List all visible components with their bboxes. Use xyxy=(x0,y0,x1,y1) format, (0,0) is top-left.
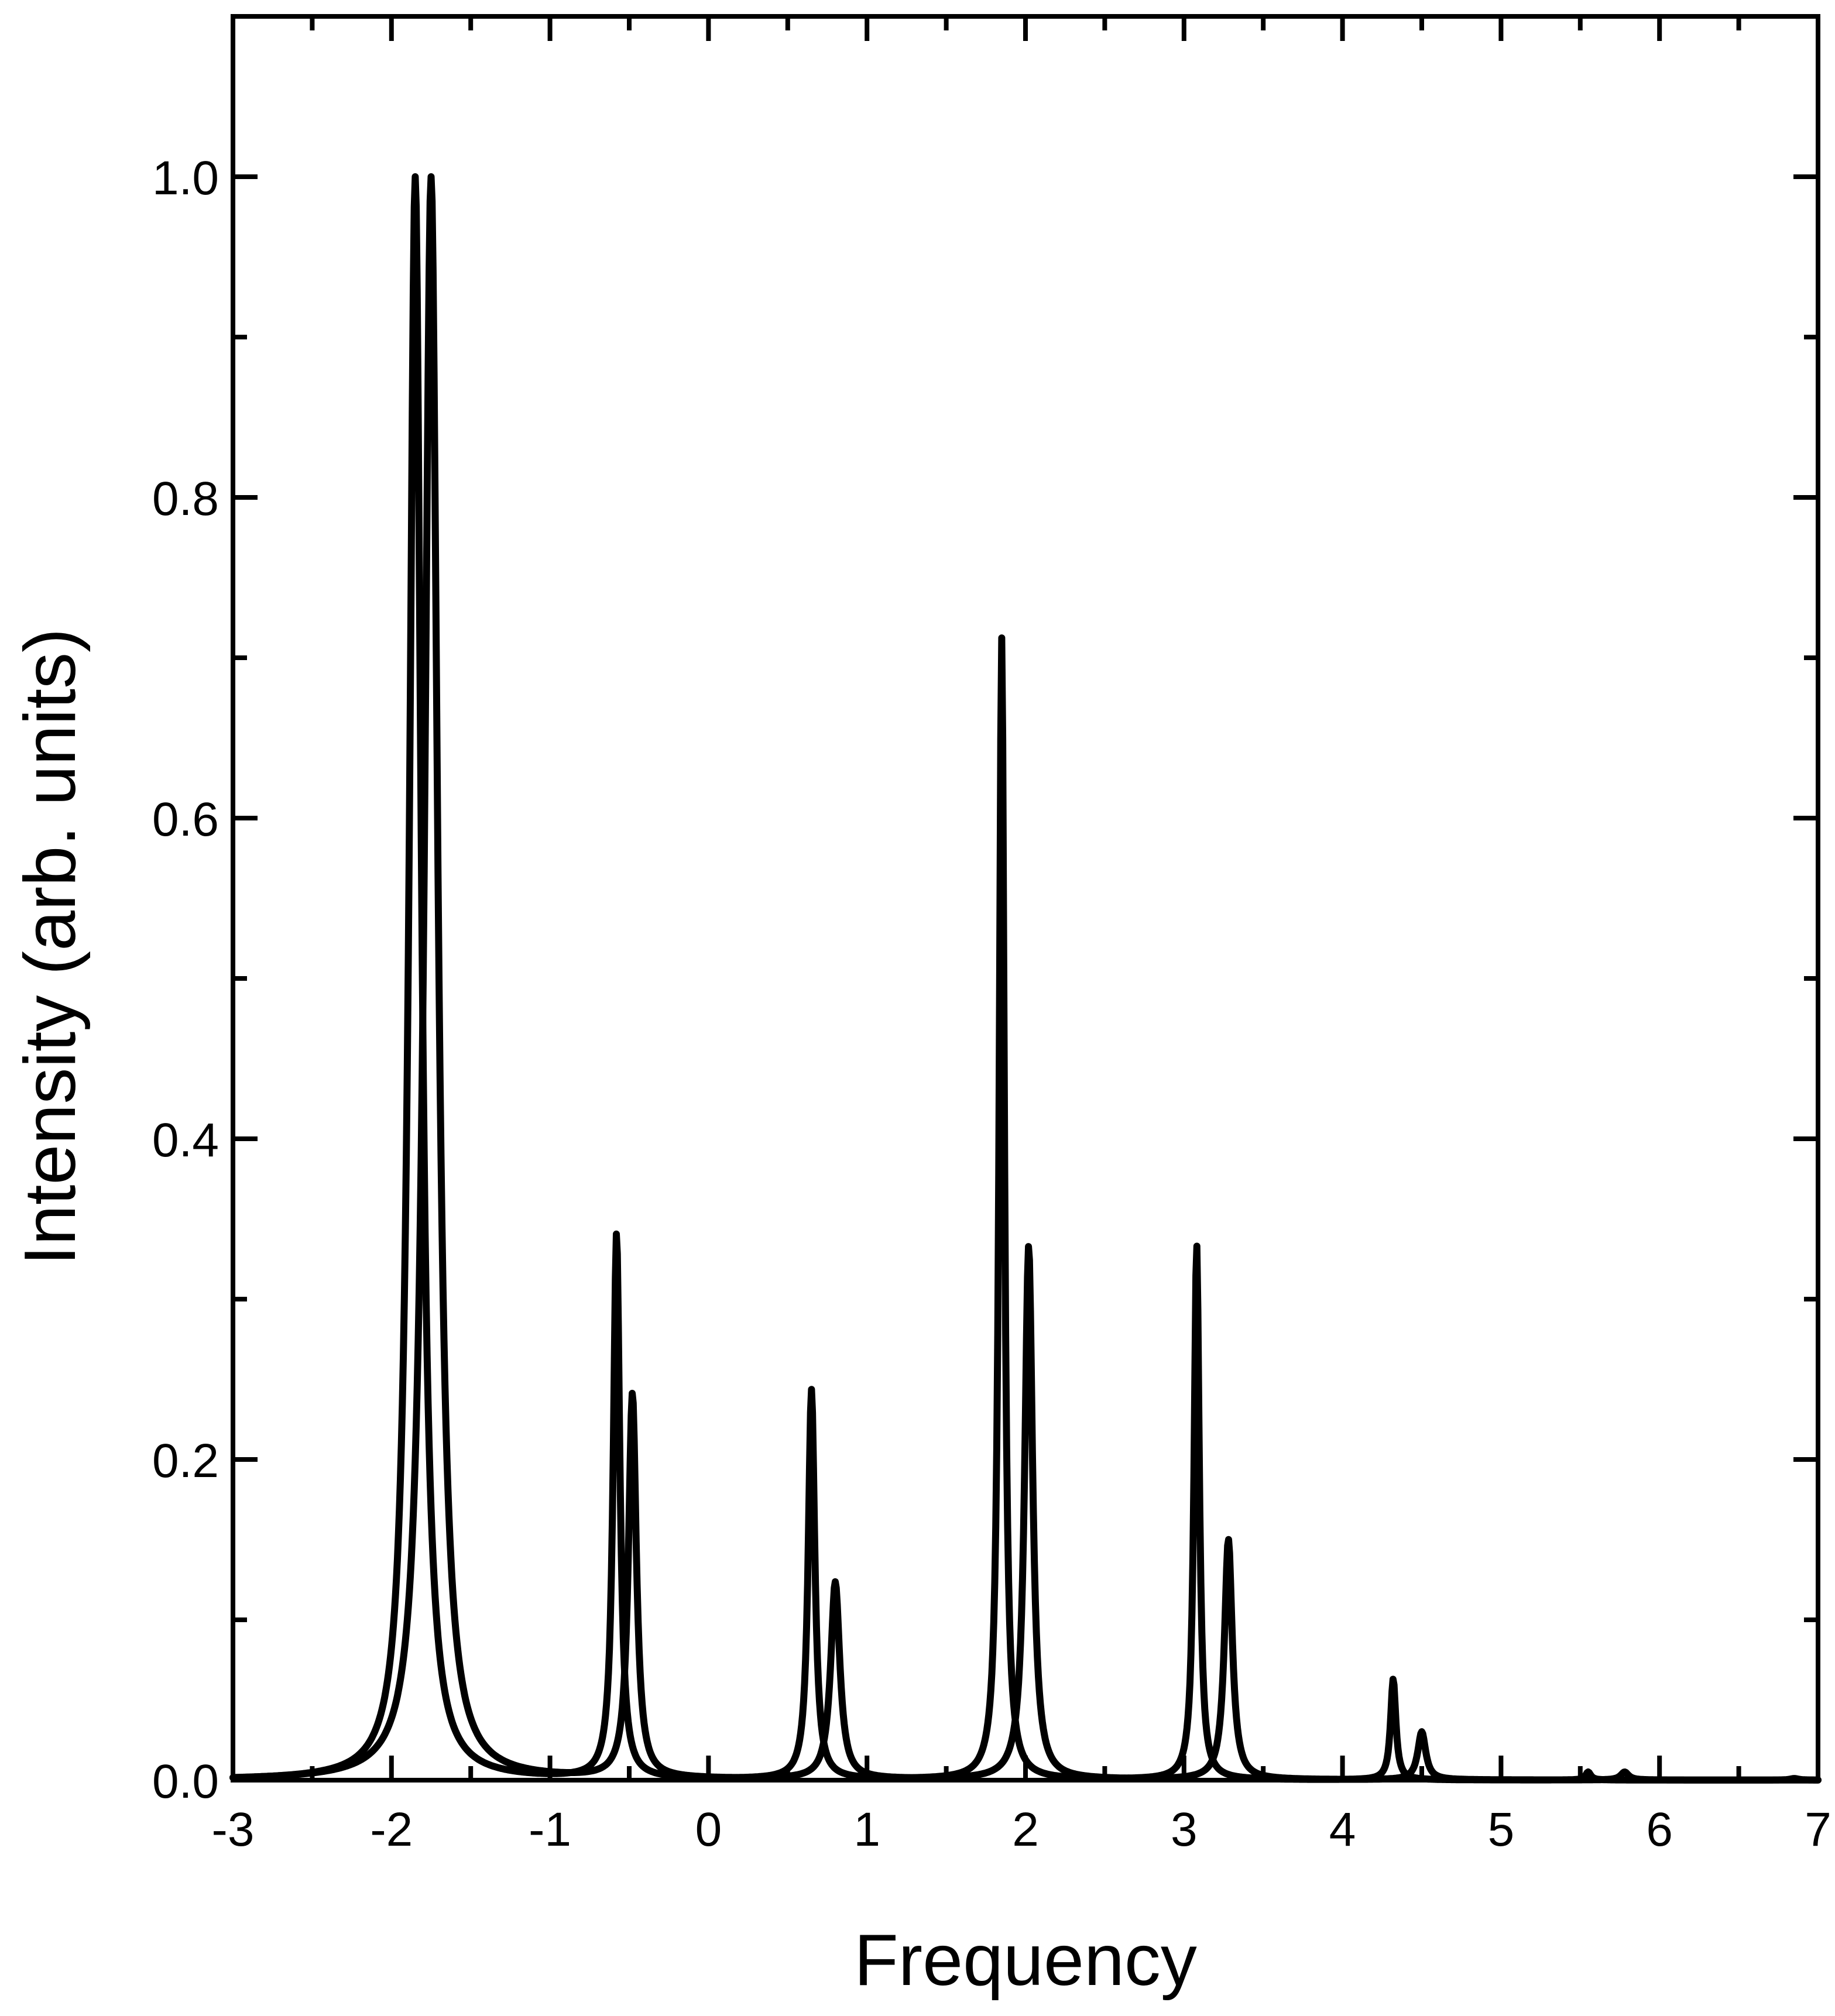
plot-lines xyxy=(229,173,1822,1784)
y-tick-label: 0.4 xyxy=(152,1114,219,1167)
x-tick-label: 7 xyxy=(1805,1803,1831,1856)
y-tick-label: 0.8 xyxy=(152,472,219,526)
x-tick-label: 0 xyxy=(695,1803,722,1856)
y-tick-label: 0.2 xyxy=(152,1434,219,1488)
x-tick-label: -2 xyxy=(370,1803,413,1856)
tick-labels: -3 -2 -1 0 1 2 3 4 5 6 7 0.0 0.2 0.4 0.6 0.8 1.0 xyxy=(152,152,1831,1856)
x-tick-label: -3 xyxy=(212,1803,255,1856)
y-tick-label: 0.6 xyxy=(152,793,219,846)
x-tick-label: 6 xyxy=(1646,1803,1673,1856)
x-tick-label: 4 xyxy=(1329,1803,1356,1856)
x-axis-title: Frequency xyxy=(854,1920,1197,2001)
x-tick-label: 5 xyxy=(1488,1803,1515,1856)
x-tick-label: 3 xyxy=(1171,1803,1198,1856)
x-tick-label: -1 xyxy=(529,1803,571,1856)
series-line-2 xyxy=(229,173,1822,1784)
y-tick-label: 0.0 xyxy=(152,1755,219,1808)
x-tick-label: 1 xyxy=(853,1803,880,1856)
x-tick-label: 2 xyxy=(1012,1803,1039,1856)
y-axis-title: Intensity (arb. units) xyxy=(10,629,91,1266)
plot-frame xyxy=(231,14,1820,1783)
y-tick-label: 1.0 xyxy=(152,152,219,205)
